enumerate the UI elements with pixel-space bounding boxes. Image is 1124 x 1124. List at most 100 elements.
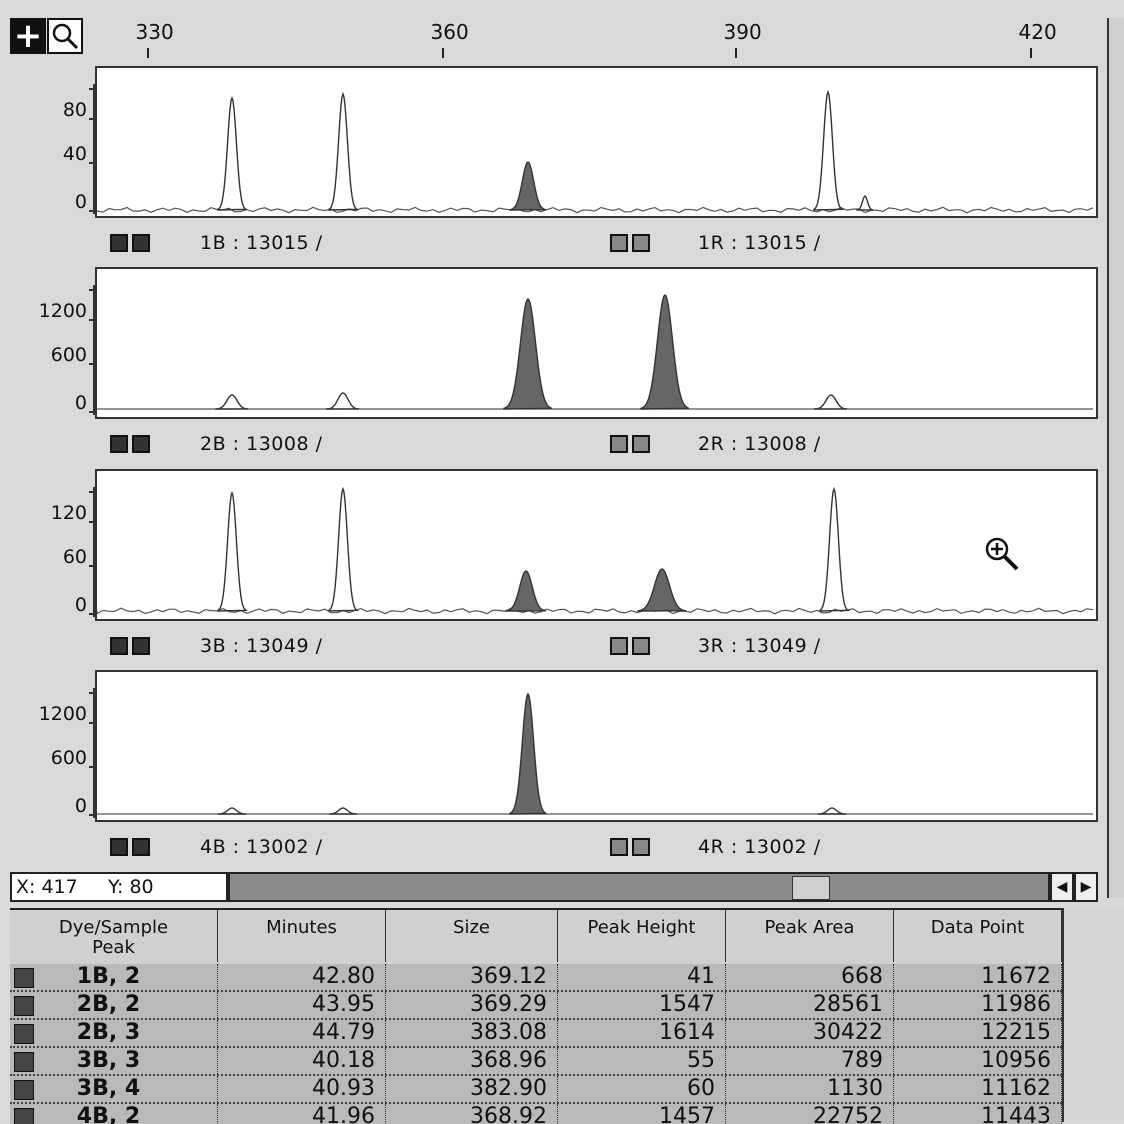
blue-dye-toggle[interactable] <box>132 435 150 453</box>
red-dye-toggle[interactable] <box>632 637 650 655</box>
table-cell: 28561 <box>726 992 894 1020</box>
trace-plot[interactable] <box>95 670 1098 822</box>
red-sample-label: 1R : 13015 / <box>698 232 821 254</box>
y-axis-tick <box>89 613 95 615</box>
table-row[interactable]: 3B, 3 40.18 368.96 55 789 10956 <box>10 1048 1062 1076</box>
red-dye-toggle[interactable] <box>610 637 628 655</box>
dye-label-row: 3B : 13049 / 3R : 13049 / <box>110 635 1100 661</box>
table-cell: 383.08 <box>386 1020 558 1048</box>
blue-dye-toggle[interactable] <box>110 637 128 655</box>
table-cell: 4B, 2 <box>10 1104 218 1124</box>
trace-plot[interactable] <box>95 66 1098 218</box>
table-cell: 44.79 <box>218 1020 386 1048</box>
y-axis-tick <box>89 289 95 291</box>
y-axis: 120 60 0 <box>0 469 95 621</box>
blue-dye-toggle[interactable] <box>132 234 150 252</box>
blue-dye-toggle[interactable] <box>132 637 150 655</box>
column-header[interactable]: Dye/Sample Peak <box>10 910 218 962</box>
red-sample-label: 4R : 13002 / <box>698 836 821 858</box>
red-dye-toggle[interactable] <box>632 435 650 453</box>
red-dye-toggle[interactable] <box>610 435 628 453</box>
table-row[interactable]: 2B, 3 44.79 383.08 1614 30422 12215 <box>10 1020 1062 1048</box>
column-header[interactable]: Peak Area <box>726 910 894 962</box>
peak-outline <box>813 89 845 211</box>
table-cell: 42.80 <box>218 964 386 992</box>
y-axis-tick <box>89 722 95 724</box>
table-cell: 382.90 <box>386 1076 558 1104</box>
table-cell: 369.29 <box>386 992 558 1020</box>
y-axis-tick <box>89 319 95 321</box>
dye-label-row: 2B : 13008 / 2R : 13008 / <box>110 433 1100 459</box>
scroll-thumb[interactable] <box>792 876 830 900</box>
table-cell: 30422 <box>726 1020 894 1048</box>
ruler-tick <box>147 48 149 58</box>
blue-dye-toggle[interactable] <box>110 838 128 856</box>
table-side-panel <box>1062 908 1124 1122</box>
table-cell: 1130 <box>726 1076 894 1104</box>
table-cell: 668 <box>726 964 894 992</box>
row-color-swatch <box>14 1080 34 1100</box>
trace-svg <box>97 294 1093 410</box>
horizontal-scrollbar[interactable] <box>228 872 1050 902</box>
red-dye-toggle[interactable] <box>610 838 628 856</box>
table-cell: 2B, 3 <box>10 1020 218 1048</box>
table-row[interactable]: 1B, 2 42.80 369.12 41 668 11672 <box>10 964 1062 992</box>
magnifier-glyph <box>52 23 79 50</box>
red-dye-toggle[interactable] <box>632 838 650 856</box>
table-cell: 11672 <box>894 964 1062 992</box>
blue-dye-toggle[interactable] <box>110 234 128 252</box>
y-axis-line <box>93 84 95 214</box>
trace-baseline <box>96 206 1094 214</box>
y-axis-line <box>93 487 95 617</box>
ruler-tick <box>442 48 444 58</box>
trace-plot[interactable] <box>95 267 1098 419</box>
vertical-scrollbar[interactable] <box>1107 18 1124 898</box>
table-cell: 3B, 4 <box>10 1076 218 1104</box>
y-axis-tick <box>89 162 95 164</box>
peak-outline <box>217 95 249 211</box>
y-axis-label: 0 <box>74 594 87 616</box>
table-cell: 789 <box>726 1048 894 1076</box>
red-sample-label: 3R : 13049 / <box>698 635 821 657</box>
magnifier-icon[interactable] <box>47 18 83 54</box>
peak-table: Dye/Sample Peak Minutes Size Peak Height Pea… <box>10 908 1062 1124</box>
row-color-swatch <box>14 968 34 988</box>
ruler-tick <box>735 48 737 58</box>
table-cell: 55 <box>558 1048 726 1076</box>
y-axis-tick <box>89 118 95 120</box>
table-row[interactable]: 4B, 2 41.96 368.92 1457 22752 11443 <box>10 1104 1062 1124</box>
trace-plot[interactable] <box>95 469 1098 621</box>
table-cell: 11443 <box>894 1104 1062 1124</box>
blue-dye-toggle[interactable] <box>132 838 150 856</box>
y-axis-label: 600 <box>50 747 87 769</box>
row-color-swatch <box>14 1052 34 1072</box>
table-cell: 41.96 <box>218 1104 386 1124</box>
table-cell: 11162 <box>894 1076 1062 1104</box>
scroll-left-icon[interactable]: ◀ <box>1050 872 1074 902</box>
crosshair-plus-icon[interactable]: + <box>10 18 46 54</box>
table-row[interactable]: 3B, 4 40.93 382.90 60 1130 11162 <box>10 1076 1062 1104</box>
scroll-right-icon[interactable]: ▶ <box>1074 872 1098 902</box>
blue-dye-toggle[interactable] <box>110 435 128 453</box>
column-header[interactable]: Minutes <box>218 910 386 962</box>
y-axis-tick <box>89 692 95 694</box>
red-sample-label: 2R : 13008 / <box>698 433 821 455</box>
red-dye-toggle[interactable] <box>632 234 650 252</box>
column-header[interactable]: Size <box>386 910 558 962</box>
red-dye-toggle[interactable] <box>610 234 628 252</box>
y-axis: 1200 600 0 <box>0 267 95 419</box>
peak-outline <box>217 490 249 612</box>
y-axis-tick <box>89 88 95 90</box>
table-cell: 43.95 <box>218 992 386 1020</box>
table-row[interactable]: 2B, 2 43.95 369.29 1547 28561 11986 <box>10 992 1062 1020</box>
y-axis-label: 0 <box>74 392 87 414</box>
peak-outline <box>328 91 360 211</box>
peak-outline <box>217 807 247 815</box>
row-color-swatch <box>14 996 34 1016</box>
table-cell: 368.96 <box>386 1048 558 1076</box>
blue-sample-label: 2B : 13008 / <box>200 433 323 455</box>
y-axis-tick <box>89 521 95 523</box>
column-header[interactable]: Data Point <box>894 910 1062 962</box>
column-header[interactable]: Peak Height <box>558 910 726 962</box>
